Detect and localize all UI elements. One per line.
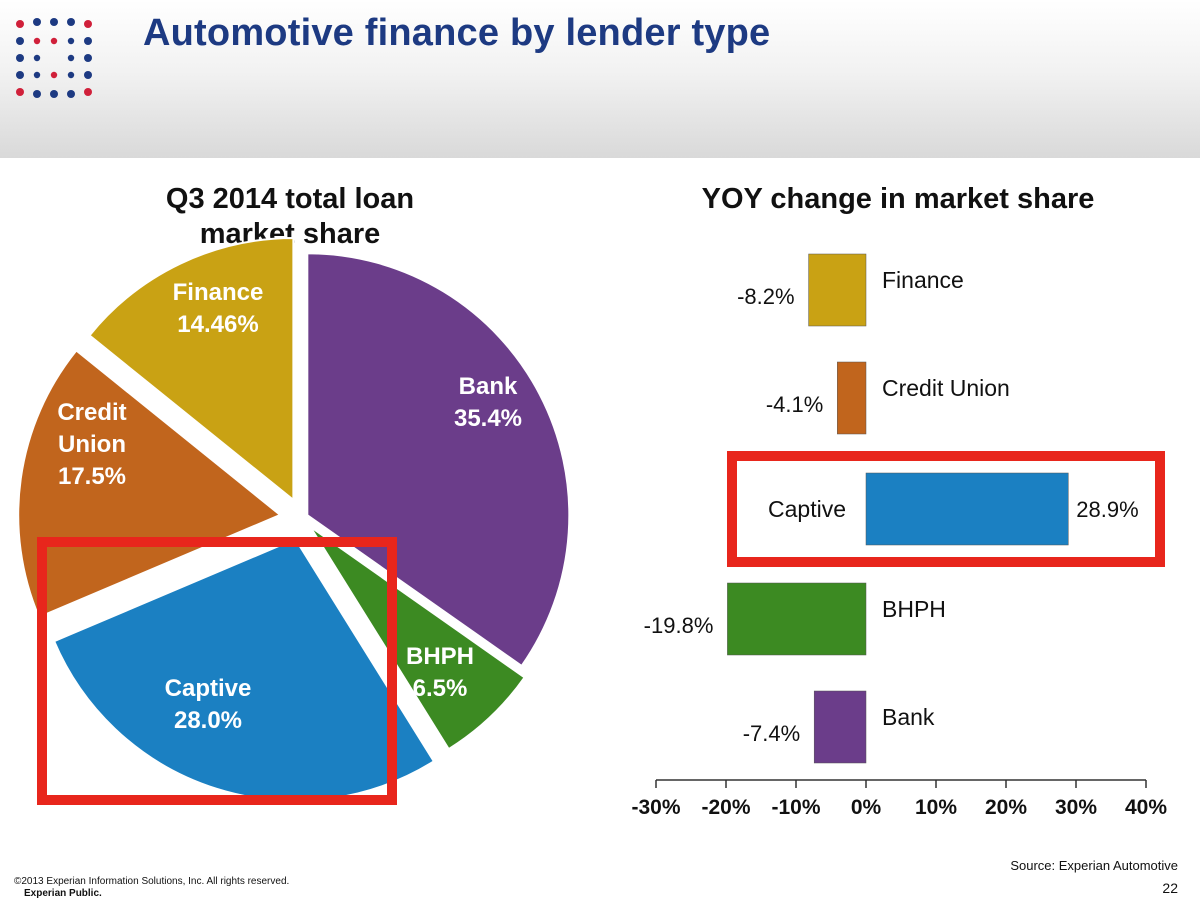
bar-credit-union [837,361,867,435]
logo-dot [50,18,58,26]
footer-copyright: ©2013 Experian Information Solutions, In… [14,876,289,900]
pie-title-line-1: Q3 2014 total loan [166,183,414,215]
pie-slice-bhph [309,525,526,751]
x-tick-label: 40% [1125,796,1167,819]
pie-slice-bank [306,252,571,668]
x-tick-label: 0% [851,796,882,819]
bar-value-captive: 28.9% [1076,497,1138,522]
logo-dot [16,54,24,62]
captive-bar-highlight-box [727,451,1165,567]
pie-value-bhph: 6.5% [413,675,468,702]
logo-dot [67,71,75,79]
bar-title: YOY change in market share [702,183,1095,215]
logo-dot [84,54,92,62]
pie-value-bank: 35.4% [454,405,522,432]
bar-category-credit-union: Credit Union [882,375,1010,401]
bar-captive [865,472,1069,546]
x-tick-label: -10% [771,796,820,819]
logo-dot [33,37,41,45]
captive-highlight-box [37,537,397,805]
slide-title: Automotive finance by lender type [143,12,771,54]
logo-dot [33,54,41,62]
bar-category-captive: Captive [768,496,846,522]
yoy-change-bar-chart: YOY change in market share Finance -8.2% C… [631,183,1167,819]
x-tick-label: -30% [631,796,680,819]
x-tick-label: 10% [915,796,957,819]
x-tick-label: 20% [985,796,1027,819]
pie-slice-credit-union [17,349,283,619]
classification-text: Experian Public. [24,888,102,899]
experian-logo-icon [16,18,92,98]
logo-dot [84,71,92,79]
bar-category-finance: Finance [882,267,964,293]
page-number: 22 [1162,880,1178,896]
pie-label-bank: Bank [459,373,518,400]
logo-dot [33,71,41,79]
bar-bank [813,690,867,764]
pie-value-credit-union: 17.5% [58,463,126,490]
logo-dot [16,37,24,45]
logo-dot [16,88,24,96]
logo-dot [33,90,41,98]
pie-label-captive: Captive [165,675,252,702]
pie-slice-captive [52,537,436,802]
logo-dot [16,20,24,28]
logo-dot [50,37,58,45]
logo-dot [67,54,75,62]
bar-value-bhph: -19.8% [644,613,714,638]
pie-label-finance: Finance [173,279,264,306]
logo-dot [33,18,41,26]
pie-label-credit-union: Credit [57,399,126,426]
bar-value-finance: -8.2% [737,284,794,309]
x-tick-label: 30% [1055,796,1097,819]
logo-dot [16,71,24,79]
bar-value-bank: -7.4% [743,721,800,746]
copyright-text: ©2013 Experian Information Solutions, In… [14,876,290,887]
pie-label-bhph: BHPH [406,643,474,670]
logo-dot [50,90,58,98]
logo-dot [67,90,75,98]
bar-finance [808,253,867,327]
bar-category-bank: Bank [882,704,935,730]
market-share-pie-chart: Q3 2014 total loan market share Bank35.4… [17,183,571,805]
pie-value-captive: 28.0% [174,707,242,734]
bar-bhph [727,582,867,656]
bar-value-credit-union: -4.1% [766,392,823,417]
pie-slice-finance [88,236,295,503]
logo-dot [67,37,75,45]
logo-dot [84,88,92,96]
pie-value-finance: 14.46% [177,311,258,338]
bar-category-bhph: BHPH [882,596,946,622]
source-note: Source: Experian Automotive [1010,858,1178,873]
pie-label-credit-union: Union [58,431,126,458]
logo-dot [84,20,92,28]
logo-dot [50,71,58,79]
x-tick-label: -20% [701,796,750,819]
logo-dot [67,18,75,26]
logo-dot [84,37,92,45]
slide-header: Automotive finance by lender type [0,0,1200,158]
